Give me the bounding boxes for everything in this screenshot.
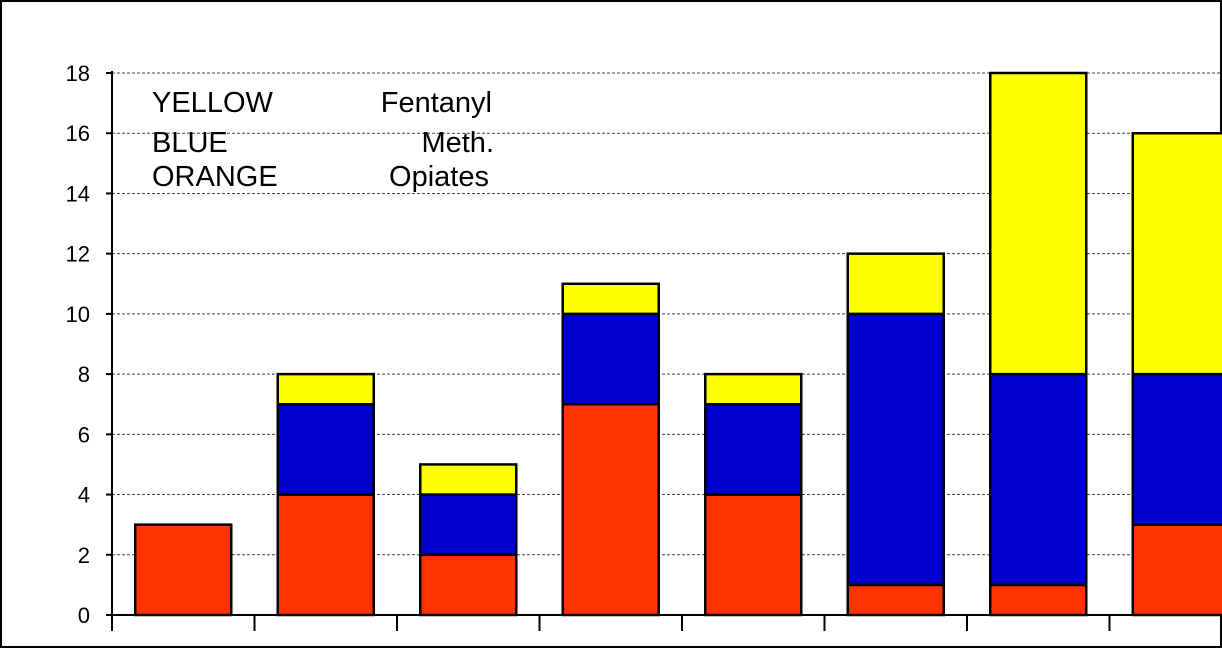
legend-row-2-drug: Meth. [421,127,494,159]
legend-row-1-drug: Fentanyl [381,87,492,119]
legend-row-2-color: BLUE [152,127,228,159]
bar-segment-opiates [704,493,803,617]
y-tick-label: 8 [78,362,90,387]
legend-row-1-color: YELLOW [152,87,273,119]
axes: 0 2 4 6 8 10 12 14 16 18 [66,61,1222,631]
legend-row-3-color: ORANGE [152,161,278,193]
y-tick-label: 14 [66,181,90,206]
bar-segment-fentanyl [1131,131,1222,376]
bar-segment-opiates [419,553,518,617]
bar-segment-fentanyl [561,282,660,316]
y-tick-label: 4 [78,483,90,508]
bar-segment-opiates [276,493,375,617]
y-tick-label: 2 [78,543,90,568]
bar-segment-meth [704,402,803,496]
bar-segment-meth [1131,372,1222,526]
bar-segment-opiates [134,523,233,617]
legend-row-3-drug: Opiates [389,161,489,193]
y-tick-label: 18 [66,61,90,86]
legend-annotation: YELLOW Fentanyl BLUE Meth. ORANGE Opiate… [152,87,494,193]
bar-segment-fentanyl [846,252,945,316]
bar-segment-fentanyl [419,463,518,496]
y-tick-label: 10 [66,302,90,327]
bar-segment-meth [561,312,660,406]
bar-segment-meth [276,402,375,496]
bar-segment-fentanyl [989,71,1088,376]
bar-segment-opiates [989,583,1088,617]
y-tick-label: 16 [66,121,90,146]
bar-segment-meth [989,372,1088,587]
bar-segment-fentanyl [276,372,375,406]
y-tick-label: 6 [78,422,90,447]
bars [134,71,1222,617]
bar-segment-meth [419,493,518,557]
y-tick-label: 12 [66,242,90,267]
bar-segment-opiates [561,402,660,617]
bar-segment-opiates [846,583,945,617]
y-tick-label: 0 [78,603,90,628]
bar-segment-meth [846,312,945,587]
bar-segment-fentanyl [704,372,803,406]
bar-segment-opiates [1131,523,1222,617]
